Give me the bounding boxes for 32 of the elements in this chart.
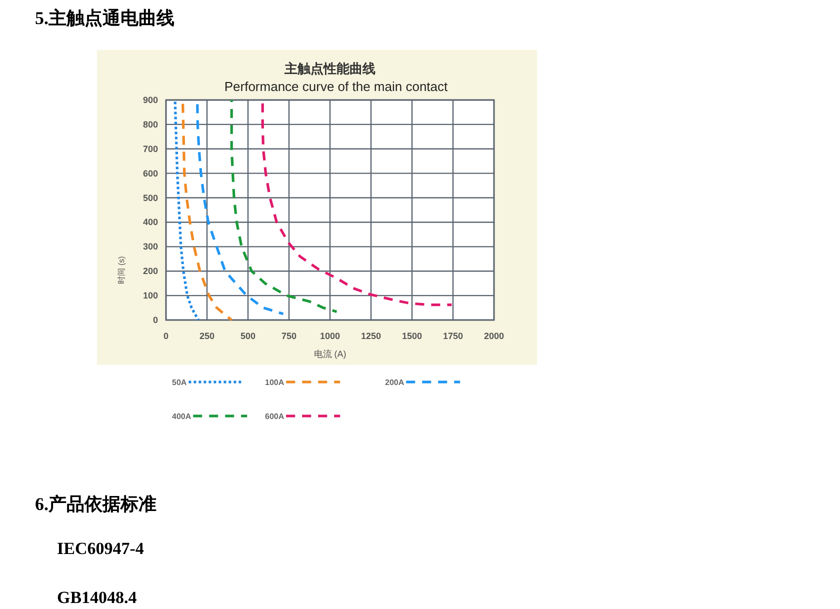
y-tick-label: 500 (142, 192, 158, 203)
y-tick-label: 700 (142, 144, 158, 154)
x-tick-label: 250 (199, 331, 215, 341)
x-tick-label: 0 (163, 331, 169, 341)
text: 6.产品依据标准 (35, 494, 156, 514)
chart-title: 主触点性能曲线 (284, 61, 376, 76)
chart-subtitle: Performance curve of the main contact (224, 79, 448, 94)
y-tick-label: 200 (142, 266, 158, 276)
legend-label: 50A (172, 378, 187, 387)
x-tick-label: 1250 (360, 331, 382, 341)
y-axis-title: 时间 (s) (117, 256, 126, 284)
y-tick-label: 400 (142, 217, 158, 228)
x-tick-label: 2000 (484, 331, 504, 341)
x-tick-label: 1500 (402, 331, 422, 341)
y-tick-label: 800 (142, 119, 158, 130)
x-tick-label: 1750 (442, 331, 464, 341)
y-tick-label: 0 (152, 315, 158, 325)
x-tick-label: 1000 (320, 331, 340, 341)
text: IEC60947-4 (57, 539, 144, 558)
legend-label: 600A (265, 412, 284, 421)
y-tick-label: 600 (142, 168, 158, 178)
legend-label: 100A (265, 378, 284, 387)
text: GB14048.4 (57, 588, 138, 607)
legend-label: 400A (172, 412, 192, 421)
text: 5.主触点通电曲线 (35, 8, 174, 28)
y-tick-label: 100 (142, 290, 158, 301)
legend-label: 200A (385, 378, 404, 387)
x-tick-label: 750 (281, 331, 297, 341)
x-axis-title: 电流 (A) (314, 349, 346, 359)
y-tick-label: 900 (142, 95, 158, 105)
x-tick-label: 500 (240, 331, 256, 341)
y-tick-label: 300 (142, 242, 158, 252)
